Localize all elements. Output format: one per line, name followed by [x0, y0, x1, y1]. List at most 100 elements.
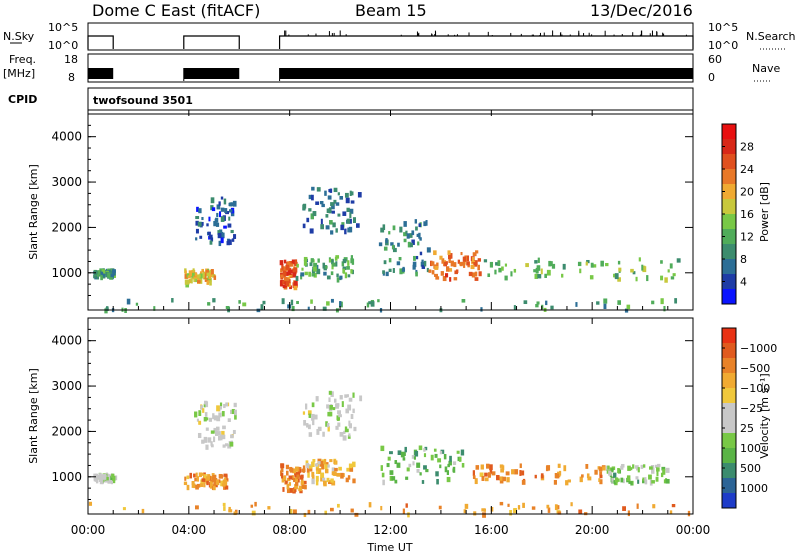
- scatter-cell: [480, 464, 484, 470]
- scatter-cell: [449, 455, 452, 462]
- scatter-cell: [193, 483, 196, 489]
- scatter-cell: [335, 261, 338, 267]
- scatter-cell: [523, 300, 528, 305]
- scatter-cell: [234, 409, 237, 416]
- scatter-cell: [328, 390, 332, 395]
- scatter-cell: [221, 430, 225, 437]
- scatter-cell: [210, 197, 215, 204]
- scatter-cell: [203, 474, 207, 479]
- colorbar-tick-label: 16: [740, 208, 754, 221]
- scatter-cell: [540, 473, 544, 479]
- scatter-cell: [412, 461, 415, 466]
- scatter-cell: [208, 234, 213, 239]
- power-ylabel: Slant Range [km]: [27, 164, 40, 260]
- scatter-cell: [106, 306, 109, 311]
- scatter-cell: [352, 461, 356, 468]
- scatter-cell: [214, 430, 219, 436]
- scatter-cell: [397, 450, 402, 456]
- scatter-cell: [392, 244, 395, 250]
- scatter-cell: [209, 280, 212, 286]
- scatter-cell: [286, 483, 290, 490]
- scatter-cell: [313, 272, 317, 278]
- scatter-cell: [220, 207, 225, 212]
- scatter-cell: [184, 274, 189, 279]
- scatter-cell: [628, 478, 631, 484]
- scatter-cell: [471, 256, 475, 263]
- scatter-cell: [292, 490, 296, 494]
- scatter-cell: [227, 444, 232, 449]
- scatter-cell: [618, 267, 622, 272]
- scatter-cell: [222, 444, 226, 448]
- scatter-cell: [342, 435, 347, 441]
- colorbar-swatch: [722, 184, 736, 199]
- scatter-cell: [289, 269, 293, 274]
- scatter-cell: [437, 458, 442, 463]
- nsearch-label: N.Search: [746, 30, 796, 43]
- scatter-cell: [112, 475, 116, 481]
- scatter-cell: [388, 258, 392, 263]
- scatter-cell: [217, 431, 221, 436]
- scatter-cell: [329, 507, 334, 512]
- scatter-cell: [537, 257, 540, 263]
- freq-tick-top: 18: [64, 53, 78, 66]
- scatter-cell: [207, 302, 211, 306]
- power-colorbar-label: Power [dB]: [758, 182, 771, 242]
- scatter-cell: [221, 411, 225, 417]
- scatter-cell: [401, 268, 406, 272]
- scatter-cell: [605, 262, 609, 267]
- scatter-cell: [315, 201, 320, 205]
- scatter-cell: [663, 305, 666, 312]
- scatter-cell: [327, 195, 332, 200]
- scatter-cell: [402, 457, 406, 461]
- scatter-cell: [311, 471, 315, 477]
- scatter-cell: [101, 269, 106, 275]
- cpid-strip: CPID twofsound 3501: [8, 87, 694, 111]
- scatter-cell: [309, 468, 313, 472]
- scatter-cell: [295, 481, 299, 486]
- scatter-cell: [349, 466, 354, 472]
- scatter-cell: [285, 280, 290, 287]
- scatter-cell: [345, 197, 350, 204]
- scatter-cell: [208, 216, 211, 222]
- scatter-cell: [218, 211, 222, 218]
- scatter-cell: [225, 485, 229, 490]
- scatter-cell: [350, 255, 353, 260]
- scatter-cell: [195, 237, 198, 241]
- scatter-cell: [425, 468, 429, 473]
- scatter-cell: [220, 216, 225, 222]
- scatter-cell: [210, 430, 215, 434]
- scatter-cell: [327, 411, 332, 417]
- scatter-cell: [348, 423, 352, 429]
- scatter-cell: [416, 233, 420, 237]
- scatter-cell: [338, 414, 342, 418]
- scatter-cell: [324, 190, 327, 196]
- scatter-cell: [660, 275, 664, 281]
- scatter-cell: [322, 477, 326, 481]
- scatter-cell: [646, 275, 649, 282]
- scatter-cell: [473, 262, 478, 267]
- scatter-cell: [193, 473, 196, 478]
- scatter-cell: [280, 280, 284, 286]
- scatter-cell: [416, 462, 421, 468]
- scatter-cell: [337, 213, 341, 217]
- scatter-cell: [287, 261, 291, 267]
- scatter-cell: [218, 406, 222, 410]
- scatter-cell: [188, 279, 191, 284]
- scatter-cell: [203, 416, 207, 422]
- scatter-cell: [186, 475, 190, 480]
- nave-label: Nave: [752, 62, 780, 75]
- scatter-cell: [99, 478, 103, 485]
- scatter-cell: [344, 192, 349, 198]
- scatter-cell: [199, 273, 203, 279]
- scatter-cell: [624, 308, 629, 313]
- scatter-cell: [320, 218, 323, 225]
- scatter-cell: [304, 271, 308, 276]
- station-title: Dome C East (fitACF): [92, 1, 260, 20]
- scatter-cell: [521, 480, 526, 485]
- scatter-cell: [209, 484, 214, 489]
- scatter-cell: [537, 274, 542, 279]
- scatter-cell: [450, 260, 454, 267]
- scatter-cell: [95, 473, 99, 478]
- scatter-cell: [111, 473, 115, 478]
- scatter-cell: [500, 468, 504, 473]
